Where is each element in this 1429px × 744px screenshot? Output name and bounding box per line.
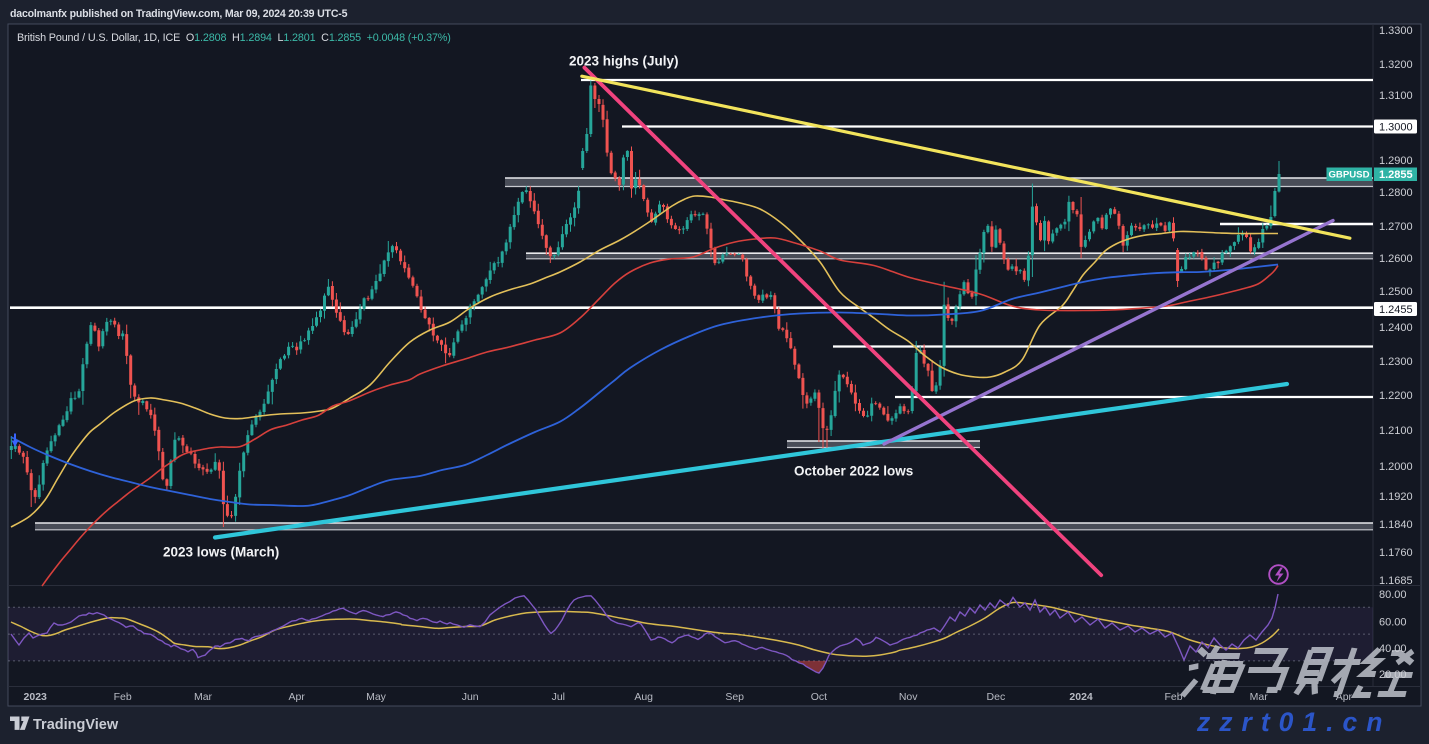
svg-text:May: May xyxy=(366,691,387,703)
svg-text:20.00: 20.00 xyxy=(1379,669,1407,681)
svg-text:1.1760: 1.1760 xyxy=(1379,547,1413,559)
svg-text:1.3200: 1.3200 xyxy=(1379,59,1413,71)
svg-text:1.1920: 1.1920 xyxy=(1379,491,1413,503)
svg-text:1.2300: 1.2300 xyxy=(1379,356,1413,368)
svg-text:Nov: Nov xyxy=(899,691,918,703)
svg-text:Apr: Apr xyxy=(289,691,306,703)
svg-text:Mar: Mar xyxy=(194,691,213,703)
svg-text:1.2600: 1.2600 xyxy=(1379,253,1413,265)
svg-text:1.2800: 1.2800 xyxy=(1379,187,1413,199)
svg-text:Feb: Feb xyxy=(1164,691,1182,703)
svg-text:1.3100: 1.3100 xyxy=(1379,90,1413,102)
svg-text:Mar: Mar xyxy=(1250,691,1269,703)
svg-text:dacolmanfx published on Tradin: dacolmanfx published on TradingView.com,… xyxy=(10,8,348,20)
svg-text:TradingView: TradingView xyxy=(33,717,119,733)
svg-text:1.2200: 1.2200 xyxy=(1379,390,1413,402)
svg-text:British Pound / U.S. Dollar, 1: British Pound / U.S. Dollar, 1D, ICE O1.… xyxy=(17,32,451,44)
svg-text:Jun: Jun xyxy=(462,691,479,703)
svg-text:1.2400: 1.2400 xyxy=(1379,322,1413,334)
svg-text:zzrt01.cn: zzrt01.cn xyxy=(1196,707,1391,737)
svg-text:Apr: Apr xyxy=(1336,691,1353,703)
svg-text:80.00: 80.00 xyxy=(1379,589,1407,601)
svg-text:Aug: Aug xyxy=(634,691,653,703)
svg-text:1.1840: 1.1840 xyxy=(1379,519,1413,531)
svg-text:1.2900: 1.2900 xyxy=(1379,155,1413,167)
svg-text:1.2455: 1.2455 xyxy=(1379,304,1413,316)
svg-text:October 2022 lows: October 2022 lows xyxy=(794,464,913,479)
svg-text:2024: 2024 xyxy=(1069,691,1093,703)
svg-text:Feb: Feb xyxy=(114,691,132,703)
svg-text:2023 lows (March): 2023 lows (March) xyxy=(163,545,279,560)
svg-text:1.1685: 1.1685 xyxy=(1379,575,1413,587)
svg-text:40.00: 40.00 xyxy=(1379,643,1407,655)
svg-text:60.00: 60.00 xyxy=(1379,617,1407,629)
svg-text:2023 highs (July): 2023 highs (July) xyxy=(569,54,679,69)
svg-text:Oct: Oct xyxy=(811,691,827,703)
svg-text:1.2500: 1.2500 xyxy=(1379,286,1413,298)
svg-text:1.3000: 1.3000 xyxy=(1379,122,1413,134)
svg-text:GBPUSD: GBPUSD xyxy=(1328,170,1369,181)
svg-text:Dec: Dec xyxy=(987,691,1006,703)
svg-text:1.3300: 1.3300 xyxy=(1379,25,1413,37)
svg-text:1.2700: 1.2700 xyxy=(1379,221,1413,233)
svg-text:1.2100: 1.2100 xyxy=(1379,425,1413,437)
svg-text:2023: 2023 xyxy=(24,691,48,703)
svg-text:1.2000: 1.2000 xyxy=(1379,461,1413,473)
svg-text:1.2855: 1.2855 xyxy=(1379,169,1413,181)
svg-text:Sep: Sep xyxy=(725,691,744,703)
svg-text:Jul: Jul xyxy=(552,691,565,703)
